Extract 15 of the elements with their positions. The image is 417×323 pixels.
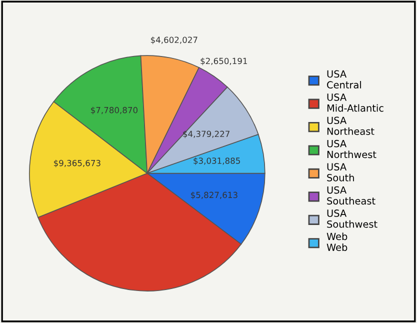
data-label: $2,650,191 [200,58,247,66]
data-label: $4,379,227 [183,130,230,138]
legend-label: USA Northwest [327,140,376,158]
legend-label: USA Northeast [327,116,374,135]
legend-label: USA Central [327,70,361,89]
legend-label: Web Web [326,232,348,252]
data-label: $4,602,027 [150,36,198,44]
legend-label: USA Southeast [327,186,376,205]
data-label: $7,780,870 [91,106,138,114]
data-label: $9,365,673 [54,160,100,168]
legend-label: USA South [327,163,354,182]
legend-label: USA Mid-Atlantic [327,93,384,112]
legend-label: USA Southwest [327,210,378,228]
data-label: $5,827,613 [191,192,238,200]
data-label: $3,031,885 [194,157,240,165]
